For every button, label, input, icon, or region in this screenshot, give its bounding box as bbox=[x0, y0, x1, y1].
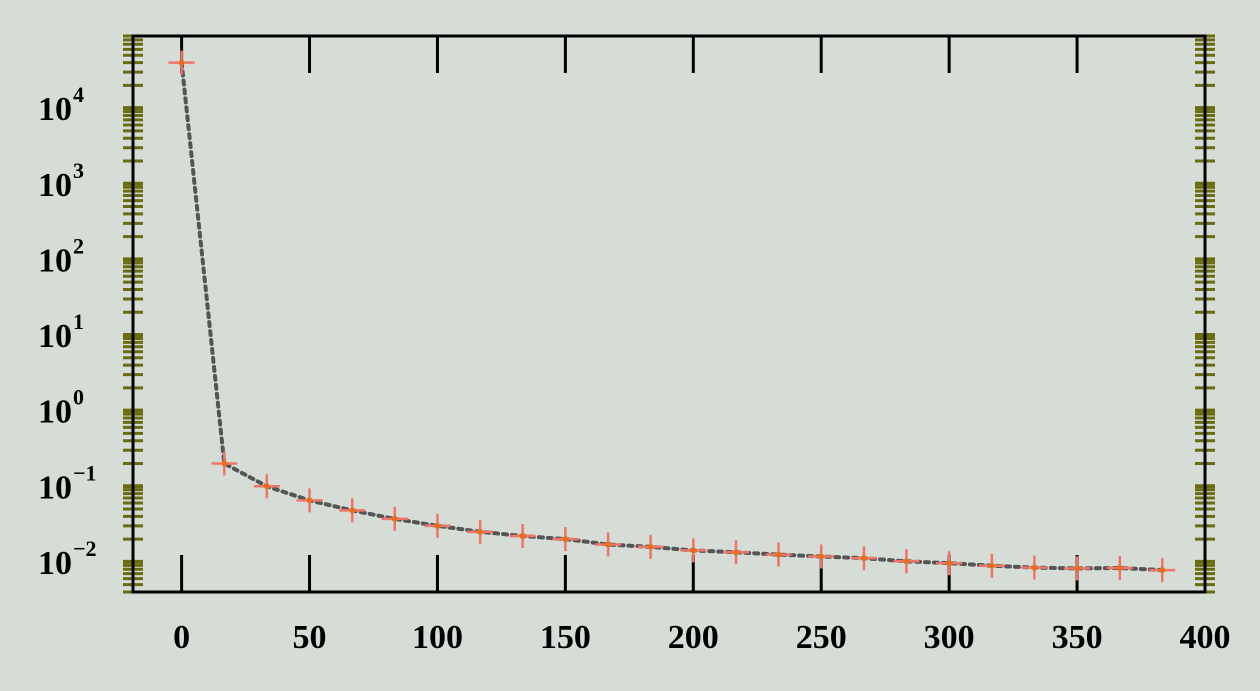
y-tick-label-exponent: −1 bbox=[73, 460, 97, 485]
marker-center bbox=[263, 483, 270, 490]
marker-center bbox=[1074, 565, 1081, 572]
x-tick-label: 200 bbox=[668, 619, 719, 656]
data-point-marker bbox=[978, 553, 1005, 578]
marker-center bbox=[818, 553, 825, 560]
marker-center bbox=[349, 507, 356, 514]
data-point-marker bbox=[637, 534, 664, 559]
marker-center bbox=[733, 549, 740, 556]
marker-center bbox=[1031, 564, 1038, 571]
x-tick-label: 250 bbox=[796, 619, 847, 656]
data-point-marker bbox=[595, 532, 622, 557]
x-axis-tick-labels: 0 50 100 150 200 250 300 350 400 bbox=[173, 619, 1230, 656]
axis-ticks bbox=[123, 34, 1215, 594]
data-point-marker bbox=[339, 498, 366, 523]
marker-center bbox=[605, 541, 612, 548]
y-tick-label: 10 bbox=[38, 545, 72, 582]
marker-center bbox=[434, 522, 441, 529]
marker-center bbox=[1159, 567, 1166, 574]
y-tick-label: 10 bbox=[38, 469, 72, 506]
y-tick-label-exponent: 1 bbox=[73, 309, 84, 334]
data-point-marker bbox=[850, 546, 877, 571]
y-tick-label-exponent: −2 bbox=[73, 536, 97, 561]
x-tick-label: 0 bbox=[173, 619, 190, 656]
y-tick-label-exponent: 4 bbox=[73, 82, 84, 107]
data-point-marker bbox=[936, 551, 963, 576]
x-tick-label: 50 bbox=[293, 619, 327, 656]
data-point-marker bbox=[723, 540, 750, 565]
y-tick-label: 10 bbox=[38, 91, 72, 128]
y-tick-label-exponent: 0 bbox=[73, 385, 84, 410]
marker-center bbox=[946, 560, 953, 567]
y-tick-label: 10 bbox=[38, 394, 72, 431]
data-point-marker bbox=[509, 524, 536, 549]
plot-frame bbox=[131, 34, 1207, 594]
data-point-marker bbox=[253, 474, 280, 499]
y-tick-label: 10 bbox=[38, 242, 72, 279]
data-point-marker bbox=[765, 542, 792, 567]
y-tick-label: 10 bbox=[38, 318, 72, 355]
y-tick-label-exponent: 3 bbox=[73, 158, 84, 183]
data-point-marker bbox=[552, 527, 579, 552]
y-tick-label-exponent: 2 bbox=[73, 233, 84, 258]
data-point-marker bbox=[1149, 558, 1176, 583]
marker-center bbox=[519, 533, 526, 540]
marker-center bbox=[690, 547, 697, 554]
marker-center bbox=[562, 536, 569, 543]
data-point-marker bbox=[168, 50, 195, 75]
data-point-marker bbox=[680, 538, 707, 563]
marker-center bbox=[391, 515, 398, 522]
data-point-marker bbox=[1064, 556, 1091, 581]
data-point-marker bbox=[381, 506, 408, 531]
data-point-marker bbox=[296, 488, 323, 513]
data-point-marker bbox=[1106, 556, 1133, 581]
x-tick-label: 100 bbox=[412, 619, 463, 656]
marker-center bbox=[647, 543, 654, 550]
marker-center bbox=[988, 562, 995, 569]
marker-center bbox=[903, 558, 910, 565]
x-tick-label: 400 bbox=[1180, 619, 1231, 656]
data-point-marker bbox=[211, 451, 238, 476]
marker-center bbox=[178, 59, 185, 66]
data-point-marker bbox=[808, 544, 835, 569]
data-point-marker bbox=[424, 513, 451, 538]
x-tick-label: 350 bbox=[1052, 619, 1103, 656]
marker-center bbox=[1116, 565, 1123, 572]
marker-center bbox=[860, 555, 867, 562]
x-tick-label: 150 bbox=[540, 619, 591, 656]
marker-center bbox=[221, 460, 228, 467]
data-point-marker bbox=[467, 519, 494, 544]
series-line bbox=[179, 60, 1165, 573]
y-tick-label: 10 bbox=[38, 167, 72, 204]
marker-center bbox=[775, 551, 782, 558]
data-series bbox=[168, 50, 1176, 583]
data-point-marker bbox=[1021, 555, 1048, 580]
x-tick-label: 300 bbox=[924, 619, 975, 656]
marker-center bbox=[477, 528, 484, 535]
data-point-marker bbox=[893, 549, 920, 574]
marker-center bbox=[306, 497, 313, 504]
